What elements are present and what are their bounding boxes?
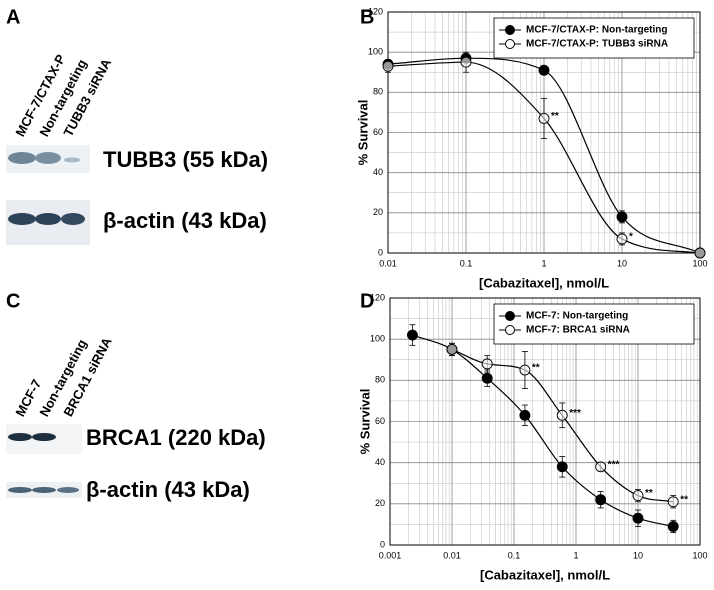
- x-axis-title: [Cabazitaxel], nmol/L: [479, 275, 609, 290]
- data-point: [446, 344, 458, 355]
- band: [8, 213, 36, 225]
- x-tick-label: 10: [633, 550, 643, 560]
- data-point: [481, 358, 493, 370]
- legend-marker: [505, 325, 515, 335]
- legend-label: MCF-7: BRCA1 siRNA: [526, 325, 630, 336]
- band: [35, 213, 61, 225]
- y-tick-label: 0: [380, 539, 385, 549]
- plot-frame: [387, 11, 701, 254]
- data-point: [595, 494, 607, 506]
- panel-label: C: [6, 290, 20, 312]
- band: [32, 487, 56, 493]
- data-point: [667, 496, 679, 508]
- y-tick-label: 120: [368, 6, 383, 16]
- band: [8, 433, 32, 441]
- band: [8, 487, 32, 493]
- legend-label: MCF-7: Non-targeting: [526, 311, 628, 322]
- annotation: **: [551, 111, 559, 122]
- band: [57, 487, 79, 493]
- y-tick-label: 60: [373, 127, 383, 137]
- legend-label: MCF-7/CTAX-P: TUBB3 siRNA: [526, 39, 668, 50]
- y-tick-label: 80: [373, 87, 383, 97]
- panel-label: B: [360, 6, 374, 28]
- y-tick-label: 40: [373, 167, 383, 177]
- y-tick-label: 80: [375, 375, 385, 385]
- band-label: BRCA1 (220 kDa): [86, 425, 266, 450]
- data-point: [556, 409, 568, 421]
- x-tick-label: 100: [692, 550, 707, 560]
- annotation: ***: [569, 408, 581, 419]
- annotation: **: [645, 488, 653, 499]
- data-point: [632, 490, 644, 502]
- y-tick-label: 100: [368, 47, 383, 57]
- x-axis-title: [Cabazitaxel], nmol/L: [480, 567, 610, 582]
- data-point: [481, 372, 493, 384]
- x-tick-label: 1: [573, 550, 578, 560]
- data-point: [382, 60, 394, 72]
- band: [32, 433, 56, 441]
- legend-marker: [505, 25, 515, 35]
- x-tick-label: 0.01: [443, 550, 461, 560]
- annotation: **: [680, 494, 688, 505]
- panel-label: A: [6, 6, 20, 28]
- panel-label: D: [360, 290, 374, 312]
- x-tick-label: 0.1: [460, 258, 473, 268]
- data-point: [406, 329, 418, 341]
- data-point: [519, 364, 531, 376]
- y-axis-title: % Survival: [357, 389, 372, 455]
- data-point: [667, 521, 679, 532]
- data-point: [632, 512, 644, 524]
- data-point: [460, 56, 472, 68]
- band: [64, 157, 80, 163]
- band: [35, 152, 61, 164]
- band-label: β-actin (43 kDa): [86, 477, 250, 502]
- legend-box: [493, 303, 695, 345]
- band: [61, 213, 85, 225]
- band: [8, 152, 36, 164]
- data-point: [616, 211, 628, 223]
- x-tick-label: 1: [541, 258, 546, 268]
- data-point: [538, 64, 550, 76]
- band-label: β-actin (43 kDa): [103, 208, 267, 233]
- legend-marker: [505, 311, 515, 321]
- band-label: TUBB3 (55 kDa): [103, 147, 268, 172]
- x-tick-label: 0.01: [379, 258, 397, 268]
- data-point: [538, 112, 550, 124]
- y-axis-title: % Survival: [355, 100, 370, 166]
- y-tick-label: 20: [375, 498, 385, 508]
- legend-marker: [505, 39, 515, 49]
- data-point: [595, 461, 607, 473]
- data-point: [519, 409, 531, 421]
- plot-frame: [389, 297, 701, 546]
- data-point: [556, 461, 568, 473]
- data-point: [694, 247, 706, 259]
- y-tick-label: 0: [378, 247, 383, 257]
- x-tick-label: 0.001: [379, 550, 402, 560]
- y-tick-label: 120: [370, 292, 385, 302]
- y-tick-label: 40: [375, 457, 385, 467]
- y-tick-label: 100: [370, 334, 385, 344]
- fit-curve: [387, 57, 701, 254]
- x-tick-label: 100: [692, 258, 707, 268]
- data-point: [616, 233, 628, 245]
- annotation: **: [532, 363, 540, 374]
- y-tick-label: 60: [375, 416, 385, 426]
- x-tick-label: 10: [617, 258, 627, 268]
- annotation: *: [629, 232, 633, 243]
- x-tick-label: 0.1: [508, 550, 521, 560]
- legend-label: MCF-7/CTAX-P: Non-targeting: [526, 25, 667, 36]
- y-tick-label: 20: [373, 207, 383, 217]
- legend-box: [493, 17, 695, 59]
- annotation: ***: [608, 459, 620, 470]
